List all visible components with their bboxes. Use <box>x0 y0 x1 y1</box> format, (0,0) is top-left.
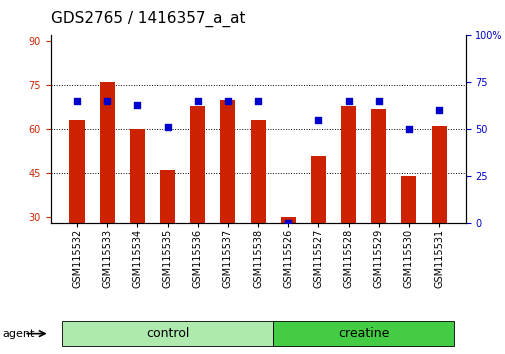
Point <box>344 98 352 104</box>
Point <box>73 98 81 104</box>
Point <box>314 117 322 123</box>
Bar <box>99 82 115 223</box>
Bar <box>160 170 175 223</box>
Point <box>163 125 171 130</box>
Bar <box>69 120 84 223</box>
Point <box>374 98 382 104</box>
Bar <box>130 129 144 223</box>
Text: agent: agent <box>3 329 35 339</box>
Bar <box>250 120 265 223</box>
Text: control: control <box>145 327 189 340</box>
Point <box>103 98 111 104</box>
Bar <box>310 156 325 223</box>
Text: GDS2765 / 1416357_a_at: GDS2765 / 1416357_a_at <box>50 10 244 27</box>
Text: creatine: creatine <box>337 327 388 340</box>
Bar <box>371 109 385 223</box>
Bar <box>431 126 446 223</box>
Point <box>434 108 442 113</box>
Point <box>193 98 201 104</box>
Bar <box>280 217 295 223</box>
Point <box>254 98 262 104</box>
Bar <box>400 176 416 223</box>
Point <box>133 102 141 108</box>
Bar <box>220 100 235 223</box>
Point <box>284 220 292 226</box>
Bar <box>190 106 205 223</box>
Bar <box>340 106 356 223</box>
Point <box>404 126 412 132</box>
Point <box>223 98 231 104</box>
